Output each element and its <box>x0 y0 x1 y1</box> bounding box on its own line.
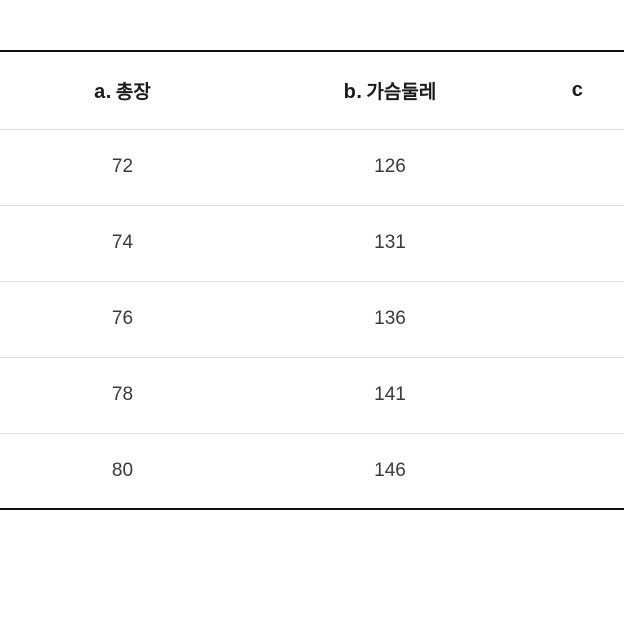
cell-a: 74 <box>0 205 245 281</box>
cell-b: 126 <box>245 129 535 205</box>
size-table-container: a.총장 b.가슴둘레 c 72 126 74 <box>0 50 624 510</box>
col-prefix-c: c <box>572 79 584 101</box>
table-row: 78 141 <box>0 357 624 433</box>
col-label-a: 총장 <box>116 82 151 103</box>
col-header-c: c <box>535 51 624 129</box>
cell-b: 136 <box>245 281 535 357</box>
cell-c <box>535 433 624 509</box>
cell-c <box>535 129 624 205</box>
table-header-row: a.총장 b.가슴둘레 c <box>0 51 624 129</box>
cell-c <box>535 281 624 357</box>
table-row: 72 126 <box>0 129 624 205</box>
cell-b: 146 <box>245 433 535 509</box>
cell-c <box>535 357 624 433</box>
page-canvas: a.총장 b.가슴둘레 c 72 126 74 <box>0 0 624 624</box>
col-header-b: b.가슴둘레 <box>245 51 535 129</box>
cell-b: 141 <box>245 357 535 433</box>
cell-a: 80 <box>0 433 245 509</box>
table-row: 74 131 <box>0 205 624 281</box>
table-row: 80 146 <box>0 433 624 509</box>
col-label-b: 가슴둘레 <box>366 82 436 103</box>
cell-c <box>535 205 624 281</box>
col-prefix-a: a. <box>94 81 112 103</box>
size-table: a.총장 b.가슴둘레 c 72 126 74 <box>0 50 624 510</box>
cell-a: 72 <box>0 129 245 205</box>
col-prefix-b: b. <box>344 81 363 103</box>
cell-b: 131 <box>245 205 535 281</box>
cell-a: 78 <box>0 357 245 433</box>
table-body: 72 126 74 131 76 136 78 141 <box>0 129 624 509</box>
col-header-a: a.총장 <box>0 51 245 129</box>
cell-a: 76 <box>0 281 245 357</box>
table-row: 76 136 <box>0 281 624 357</box>
